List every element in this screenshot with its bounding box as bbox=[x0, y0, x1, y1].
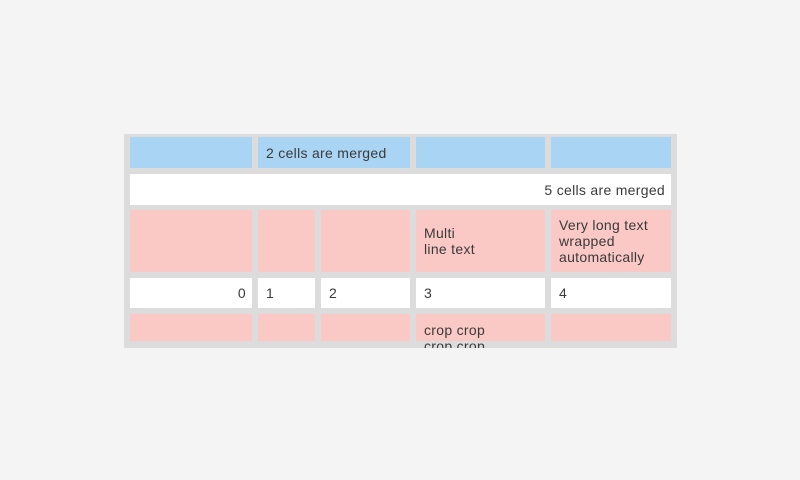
row4-col5-cell[interactable]: 4 bbox=[551, 278, 671, 308]
row3-col2-cell[interactable] bbox=[258, 210, 315, 272]
row1-col5-cell[interactable] bbox=[551, 137, 671, 168]
row4-col4-cell[interactable]: 3 bbox=[416, 278, 545, 308]
row1-col1-cell[interactable] bbox=[130, 137, 252, 168]
row3-multiline-cell[interactable]: Multi line text bbox=[416, 210, 545, 272]
row2-merged-cell[interactable]: 5 cells are merged bbox=[130, 174, 671, 205]
row5-col3-cell[interactable] bbox=[321, 314, 410, 341]
row3-col3-cell[interactable] bbox=[321, 210, 410, 272]
row5-col1-cell[interactable] bbox=[130, 314, 252, 341]
row1-col4-cell[interactable] bbox=[416, 137, 545, 168]
row4-col1-cell[interactable]: 0 bbox=[130, 278, 252, 308]
row3-col1-cell[interactable] bbox=[130, 210, 252, 272]
row5-cropped-text-cell[interactable]: crop crop crop crop bbox=[416, 314, 545, 348]
row5-cropped-text: crop crop crop crop bbox=[424, 322, 486, 348]
row4-col3-cell[interactable]: 2 bbox=[321, 278, 410, 308]
row5-col5-cell[interactable] bbox=[551, 314, 671, 341]
table-widget: 2 cells are merged 5 cells are merged Mu… bbox=[124, 134, 677, 348]
row5-col2-cell[interactable] bbox=[258, 314, 315, 341]
row1-merged-cell[interactable]: 2 cells are merged bbox=[258, 137, 410, 168]
row3-wrapped-text-cell[interactable]: Very long text wrapped automatically bbox=[551, 210, 671, 272]
row4-col2-cell[interactable]: 1 bbox=[258, 278, 315, 308]
